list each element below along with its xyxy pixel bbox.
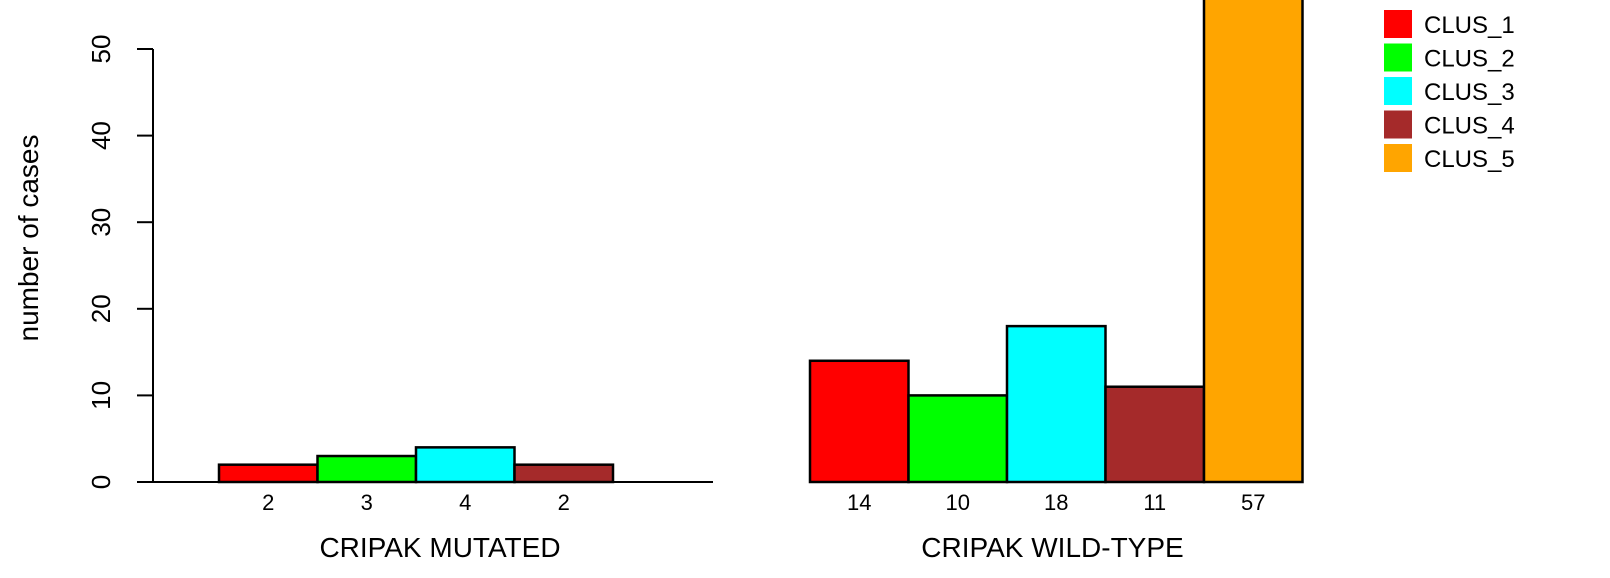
y-axis-label: number of cases <box>13 135 44 342</box>
bar <box>1104 385 1206 484</box>
bar-value-label: 10 <box>946 490 970 515</box>
legend-label: CLUS_2 <box>1424 46 1515 73</box>
group-label: CRIPAK WILD-TYPE <box>921 532 1183 563</box>
y-tick-label: 20 <box>86 294 116 323</box>
legend-swatch <box>1384 144 1412 172</box>
bar <box>316 454 418 484</box>
legend-swatch <box>1384 43 1412 72</box>
y-tick-label: 0 <box>86 475 116 489</box>
bar <box>414 446 516 484</box>
legend: CLUS_1 CLUS_2 CLUS_3 CLUS_4 CLUS_5 <box>1384 10 1515 173</box>
legend-swatch <box>1384 110 1412 139</box>
bar-value-label: 2 <box>262 490 274 515</box>
bar-group: 2 3 4 2 CRIPAK MUTATED <box>153 446 713 563</box>
legend-swatch <box>1384 10 1412 38</box>
group-label: CRIPAK MUTATED <box>319 532 560 563</box>
bar <box>907 394 1009 484</box>
legend-label: CLUS_3 <box>1424 79 1515 106</box>
bar-value-label: 18 <box>1044 490 1068 515</box>
y-axis: 0 10 20 30 40 50 <box>86 35 154 489</box>
bar <box>513 463 615 484</box>
bar-value-label: 3 <box>361 490 373 515</box>
legend-label: CLUS_4 <box>1424 113 1515 140</box>
bar-value-label: 2 <box>558 490 570 515</box>
bar-groups: 2 3 4 2 CRIPAK MUTATED 14 10 18 11 57 CRIPAK WILD-… <box>153 0 1304 563</box>
bar <box>808 359 910 484</box>
bar <box>1202 0 1304 484</box>
bar-value-label: 57 <box>1241 490 1265 515</box>
bar-value-label: 4 <box>459 490 471 515</box>
bar <box>217 463 319 484</box>
bar-value-label: 14 <box>847 490 871 515</box>
bar-group: 14 10 18 11 57 CRIPAK WILD-TYPE <box>808 0 1304 563</box>
legend-swatch <box>1384 77 1412 105</box>
legend-label: CLUS_5 <box>1424 146 1515 173</box>
y-tick-label: 40 <box>86 121 116 150</box>
y-tick-label: 50 <box>86 35 116 64</box>
bar-value-label: 11 <box>1143 490 1166 515</box>
legend-label: CLUS_1 <box>1424 12 1515 39</box>
y-tick-label: 30 <box>86 208 116 237</box>
y-tick-label: 10 <box>86 381 116 410</box>
bar <box>1005 324 1107 484</box>
